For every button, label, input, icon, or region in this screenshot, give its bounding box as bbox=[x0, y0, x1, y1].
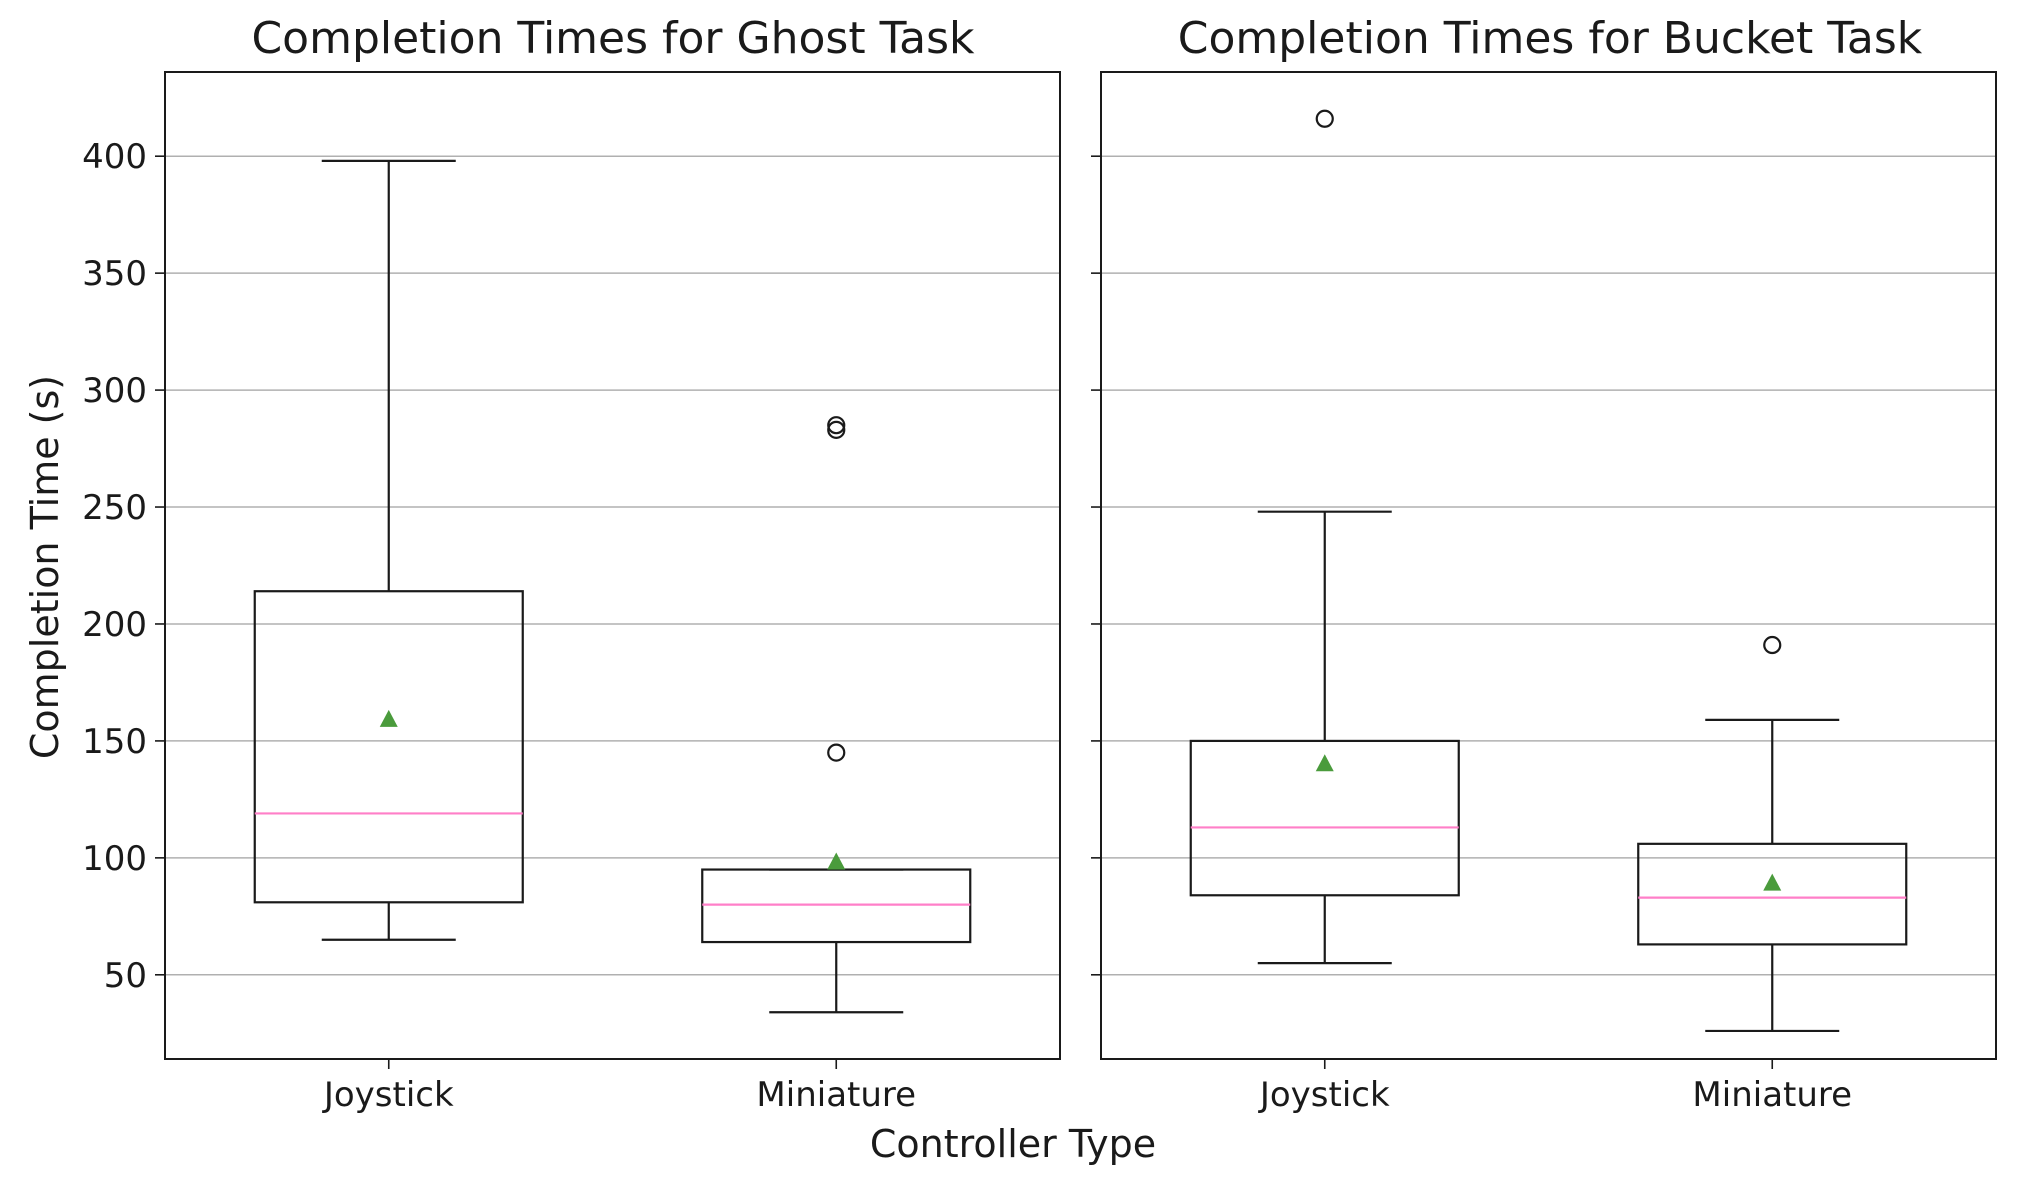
y-tick-label-250: 250 bbox=[82, 488, 147, 528]
ghost-joystick-box bbox=[253, 590, 524, 904]
y-tick-label-300: 300 bbox=[82, 371, 147, 411]
bucket-joystick-mean-marker bbox=[1315, 754, 1334, 772]
bucket-miniature-outlier-0 bbox=[1763, 635, 1782, 655]
bucket-task-panel: Completion Times for Bucket Task Joystic… bbox=[1091, 13, 1997, 1115]
y-tick-label-350: 350 bbox=[82, 254, 147, 294]
ghost-miniature-outlier-2 bbox=[827, 416, 846, 435]
bucket-joystick-x-tick-label: Joystick bbox=[1258, 1075, 1390, 1115]
ghost-miniature-outlier-1 bbox=[827, 420, 846, 439]
y-tick-label-100: 100 bbox=[82, 839, 147, 879]
ghost-task-panel: Completion Times for Ghost Task 50 100 150… bbox=[82, 13, 1061, 1115]
y-axis-label: Completion Time (s) bbox=[23, 375, 67, 759]
bucket-miniature-box bbox=[1637, 842, 1908, 946]
bucket-miniature-x-tick-label: Miniature bbox=[1692, 1075, 1852, 1115]
y-tick-label-50: 50 bbox=[104, 956, 147, 996]
bucket-joystick-box bbox=[1189, 739, 1460, 897]
y-tick-label-400: 400 bbox=[82, 137, 147, 177]
ghost-miniature-box bbox=[701, 868, 972, 944]
ghost-plot-frame bbox=[164, 71, 1061, 1060]
bucket-miniature-mean-marker bbox=[1763, 873, 1782, 891]
bucket-joystick-outlier-0 bbox=[1315, 109, 1334, 128]
bucket-plot-frame bbox=[1100, 71, 1997, 1060]
ghost-joystick-x-tick-label: Joystick bbox=[322, 1075, 454, 1115]
x-axis-label: Controller Type bbox=[870, 1122, 1156, 1166]
y-tick-label-200: 200 bbox=[82, 605, 147, 645]
ghost-chart-title: Completion Times for Ghost Task bbox=[251, 13, 975, 64]
ghost-miniature-x-tick-label: Miniature bbox=[756, 1075, 916, 1115]
ghost-miniature-outlier-0 bbox=[827, 743, 846, 762]
ghost-miniature-mean-marker bbox=[827, 852, 846, 870]
y-tick-label-150: 150 bbox=[82, 722, 147, 762]
bucket-chart-title: Completion Times for Bucket Task bbox=[1178, 13, 1923, 64]
ghost-joystick-mean-marker bbox=[379, 709, 398, 727]
